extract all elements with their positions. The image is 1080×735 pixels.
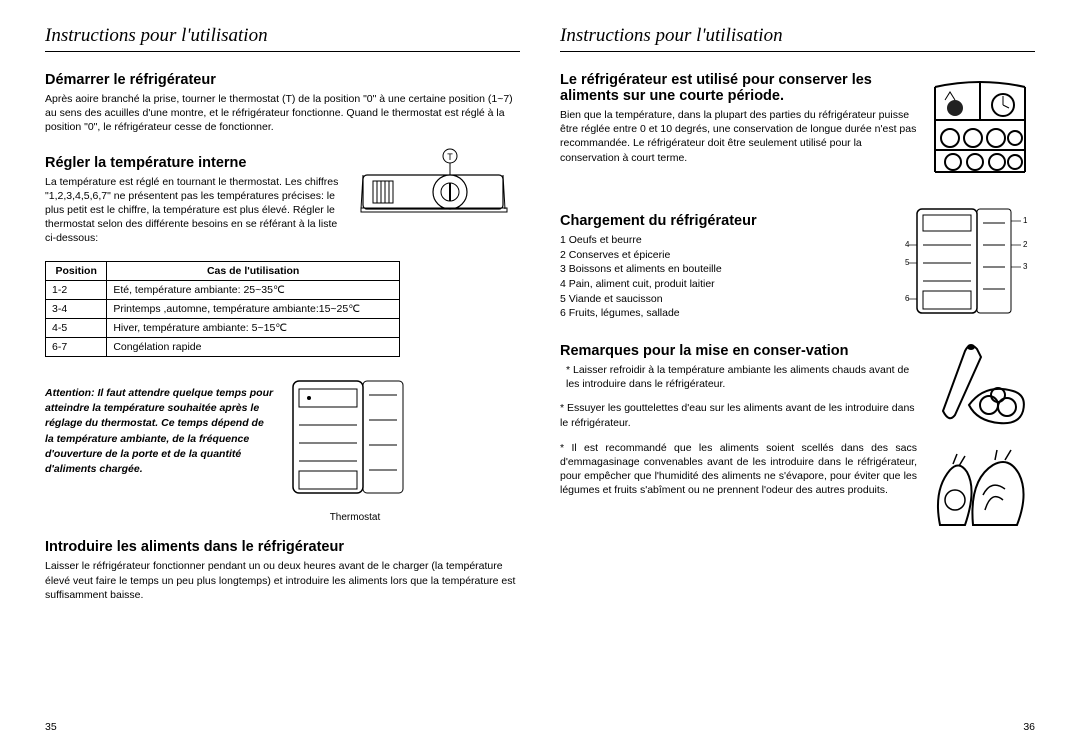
cell-pos: 4-5 (46, 319, 107, 338)
fridge-layout-illustration: 4 5 6 1 2 3 (895, 203, 1035, 328)
svg-text:2: 2 (1023, 240, 1028, 249)
thermostat-illustration: T (355, 145, 520, 240)
charge-list: 1 Oeufs et beurre 2 Conserves et épiceri… (560, 233, 887, 321)
thermostat-caption: Thermostat (285, 512, 425, 523)
heading-usage: Le réfrigérateur est utilisé pour conser… (560, 72, 917, 104)
list-item: 6 Fruits, légumes, sallade (560, 306, 887, 321)
heading-start: Démarrer le réfrigérateur (45, 72, 520, 88)
text-usage: Bien que la température, dans la plupart… (560, 108, 917, 165)
list-item: 3 Boissons et aliments en bouteille (560, 262, 887, 277)
page-number-left: 35 (45, 721, 57, 733)
heading-notes: Remarques pour la mise en conser-vation (560, 343, 917, 359)
list-item: 1 Oeufs et beurre (560, 233, 887, 248)
heading-load: Introduire les aliments dans le réfrigér… (45, 539, 520, 555)
list-item: 5 Viande et saucisson (560, 292, 887, 307)
cell-pos: 6-7 (46, 338, 107, 357)
cell-pos: 1-2 (46, 281, 107, 300)
fridge-thermo-illustration: Thermostat (285, 375, 425, 523)
heading-charge: Chargement du réfrigérateur (560, 213, 887, 229)
th-position: Position (46, 262, 107, 281)
list-item: 2 Conserves et épicerie (560, 248, 887, 263)
bottle-fruit-illustration (925, 333, 1035, 438)
th-case: Cas de l'utilisation (107, 262, 400, 281)
page-header-left: Instructions pour l'utilisation (45, 25, 520, 52)
note-1: * Laisser refroidir à la température amb… (566, 363, 917, 391)
svg-text:3: 3 (1023, 262, 1028, 271)
page-header-right: Instructions pour l'utilisation (560, 25, 1035, 52)
svg-text:6: 6 (905, 294, 910, 303)
shelf-illustration (925, 72, 1035, 197)
svg-text:T: T (447, 152, 453, 162)
list-item: 4 Pain, aliment cuit, produit laitier (560, 277, 887, 292)
usage-table: Position Cas de l'utilisation 1-2Eté, te… (45, 261, 400, 357)
heading-temp: Régler la température interne (45, 155, 345, 171)
page-number-right: 36 (1023, 721, 1035, 733)
svg-text:1: 1 (1023, 216, 1028, 225)
text-load: Laisser le réfrigérateur fonctionner pen… (45, 559, 520, 602)
cell-case: Hiver, température ambiante: 5~15℃ (107, 319, 400, 338)
note-2: * Essuyer les gouttelettes d'eau sur les… (560, 401, 917, 429)
cell-case: Eté, température ambiante: 25~35℃ (107, 281, 400, 300)
text-temp: La température est réglé en tournant le … (45, 175, 345, 246)
svg-text:4: 4 (905, 240, 910, 249)
svg-text:5: 5 (905, 258, 910, 267)
note-3: * Il est recommandé que les aliments soi… (560, 441, 917, 498)
attention-text: Attention: Il faut attendre quelque temp… (45, 386, 275, 477)
text-start: Après aoire branché la prise, tourner le… (45, 92, 520, 135)
cell-case: Printemps ,automne, température ambiante… (107, 300, 400, 319)
vegetables-illustration (925, 440, 1035, 545)
cell-case: Congélation rapide (107, 338, 400, 357)
cell-pos: 3-4 (46, 300, 107, 319)
